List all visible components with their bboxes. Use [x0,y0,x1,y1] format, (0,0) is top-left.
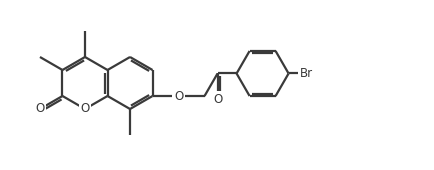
Text: O: O [35,103,45,115]
Text: O: O [174,89,183,103]
Text: Br: Br [299,67,312,80]
Text: O: O [212,93,222,106]
Text: O: O [80,103,89,115]
